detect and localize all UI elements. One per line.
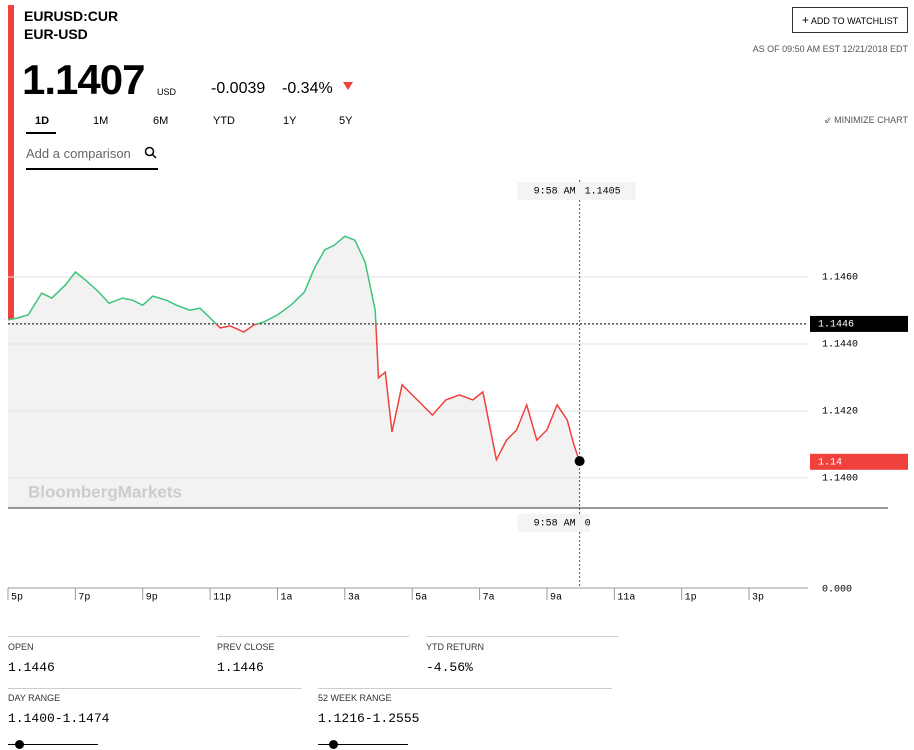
range-value: 1.1216-1.2555 [318,711,420,726]
x-tick-label: 3p [752,593,764,604]
y-tick-label: 1.1460 [822,273,858,284]
range-track [8,744,98,745]
comparison-input[interactable]: Add a comparison [26,146,131,161]
tab[interactable]: 6M [153,115,169,127]
x-tick-label: 9a [550,593,562,604]
tab[interactable]: 1Y [283,115,297,127]
range-value: 1.1400-1.1474 [8,711,110,726]
stat-label: PREV CLOSE [217,642,275,652]
x-tick-label: 11p [213,593,231,604]
x-tick-label: 7p [78,593,90,604]
x-tick-label: 7a [483,593,495,604]
accent-bar [8,5,14,320]
currency: USD [157,87,177,97]
x-tick-label: 1p [685,593,697,604]
baseline-label: 1.1446 [818,320,854,331]
symbol: EURUSD:CUR [24,8,119,24]
stat-rule [217,636,409,637]
down-arrow [343,82,353,90]
price-line [7,235,581,463]
y-tick-label: 1.1400 [822,474,858,485]
tab[interactable]: YTD [213,115,235,127]
range-track [318,744,408,745]
range-rule [8,688,302,689]
last-label: 1.14 [818,457,842,468]
crosshair-box [517,514,590,532]
as-of: AS OF 09:50 AM EST 12/21/2018 EDT [752,44,908,54]
x-tick-label: 11a [617,593,635,604]
range-dot [15,740,24,749]
range-rule [318,688,612,689]
watchlist-label: ADD TO WATCHLIST [810,16,899,26]
instrument-name: EUR-USD [24,26,88,42]
tab[interactable]: 5Y [339,115,353,127]
crosshair-box [517,182,636,200]
minimize-chart[interactable]: ⇙ MINIMIZE CHART [824,115,908,125]
price: 1.1407 [22,56,145,103]
stat-value: -4.56% [426,660,473,675]
stat-label: OPEN [8,642,34,652]
last-box [810,453,908,470]
tab-underline [26,132,56,134]
tab[interactable]: 1D [35,115,50,127]
watermark: BloombergMarkets [28,482,182,501]
crosshair-time: 9:58 AM [534,519,576,530]
y-tick-label: 1.1440 [822,340,858,351]
stat-rule [426,636,618,637]
change: -0.0039 [211,80,266,97]
crosshair-value: 1.1405 [585,187,621,198]
stat-value: 1.1446 [8,660,55,675]
x-tick-label: 5a [415,593,427,604]
stat-rule [8,636,200,637]
tab[interactable]: 1M [93,115,109,127]
range-label: 52 WEEK RANGE [318,693,392,703]
search-icon[interactable] [144,146,158,160]
x-tick-label: 9p [146,593,158,604]
stat-value: 1.1446 [217,660,264,675]
change-pct: -0.34% [282,80,333,97]
input-underline [26,168,158,170]
crosshair-value: 0 [585,519,591,530]
hover-dot [574,456,585,467]
y-tick-label: 1.1420 [822,407,858,418]
range-label: DAY RANGE [8,693,61,703]
stat-label: YTD RETURN [426,642,484,652]
minimize-label: MINIMIZE CHART [834,115,908,125]
range-dot [329,740,338,749]
x-tick-label: 1a [280,593,292,604]
watchlist-button[interactable]: + ADD TO WATCHLIST [792,7,908,33]
volume-tick-label: 0.000 [822,585,852,596]
x-tick-label: 3a [348,593,360,604]
crosshair-time: 9:58 AM [534,187,576,198]
area-fill [8,236,580,508]
x-tick-label: 5p [11,593,23,604]
baseline-box [810,315,908,332]
